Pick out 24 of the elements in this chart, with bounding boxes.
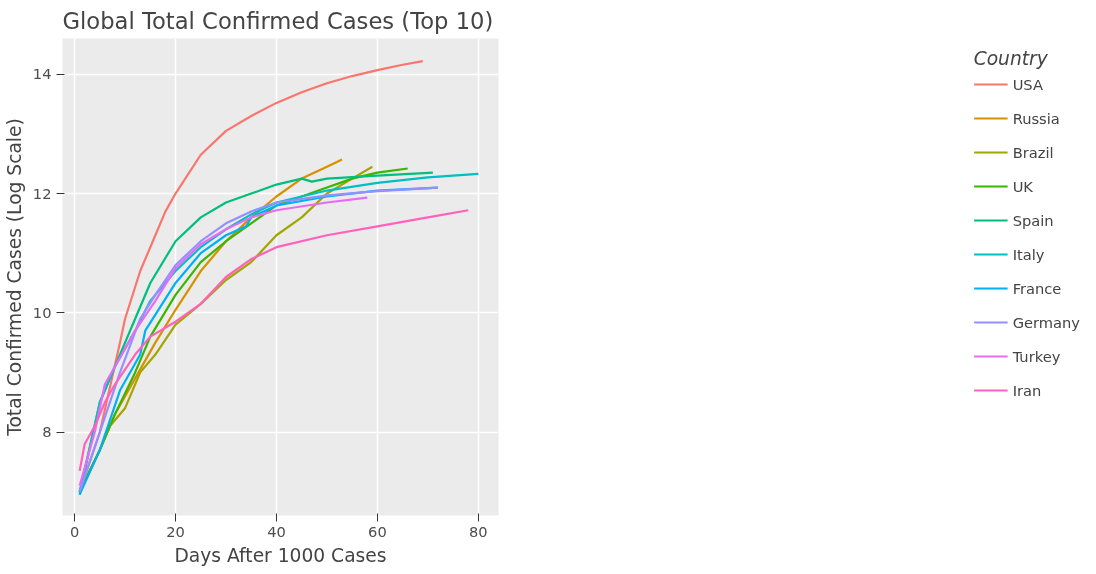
- x-tick-label: 60: [368, 522, 387, 540]
- chart-title: Global Total Confirmed Cases (Top 10): [62, 7, 494, 34]
- legend-label: UK: [1012, 177, 1033, 195]
- y-tick-label: 14: [32, 65, 52, 83]
- legend-label: Spain: [1012, 211, 1054, 229]
- legend-label: Italy: [1012, 245, 1045, 263]
- x-tick-label: 40: [267, 522, 286, 540]
- legend-label: France: [1012, 279, 1062, 297]
- x-tick-label: 0: [69, 522, 80, 540]
- legend-label: Turkey: [1012, 347, 1061, 365]
- legend-title: Country: [973, 48, 1049, 69]
- x-tick-label: 80: [468, 522, 488, 540]
- y-axis-title: Total Confirmed Cases (Log Scale): [3, 118, 25, 437]
- legend-label: Russia: [1012, 109, 1060, 127]
- x-axis-title: Days After 1000 Cases: [174, 544, 387, 566]
- x-tick-label: 20: [166, 522, 185, 540]
- legend-label: USA: [1012, 75, 1043, 93]
- y-tick-label: 12: [32, 184, 52, 202]
- legend-label: Germany: [1012, 313, 1080, 331]
- line-series: [78, 209, 470, 472]
- legend-label: Brazil: [1012, 143, 1054, 161]
- y-tick-label: 10: [32, 303, 52, 321]
- y-tick-label: 8: [42, 423, 52, 441]
- legend-label: Iran: [1012, 381, 1042, 399]
